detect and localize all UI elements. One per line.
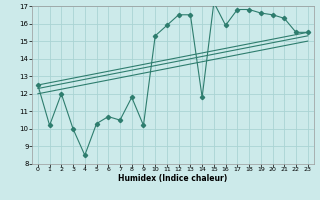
X-axis label: Humidex (Indice chaleur): Humidex (Indice chaleur) xyxy=(118,174,228,183)
